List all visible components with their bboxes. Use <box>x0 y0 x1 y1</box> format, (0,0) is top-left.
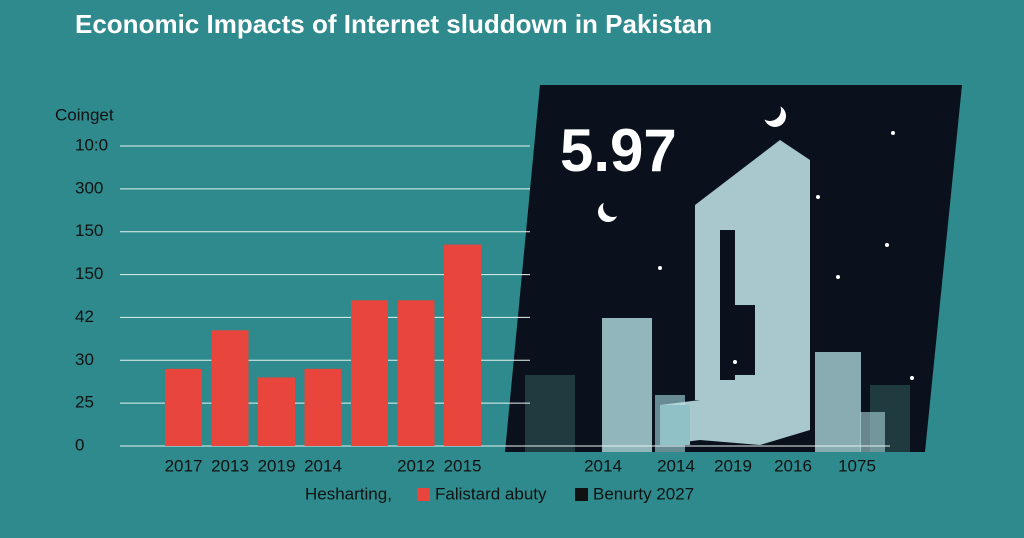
y-axis-title: Coinget <box>55 105 114 124</box>
chart-title: Economic Impacts of Internet sluddown in… <box>75 9 712 39</box>
panel-annotation: 5.97 <box>560 117 677 184</box>
panel-x-label: 2016 <box>774 456 812 475</box>
bar <box>304 368 342 446</box>
legend-label: Benurty 2027 <box>593 484 694 503</box>
y-tick-label: 30 <box>75 350 94 369</box>
bar <box>211 330 249 446</box>
panel-x-label: 2014 <box>657 456 695 475</box>
y-tick-label: 0 <box>75 435 84 454</box>
legend-label: Falistard abuty <box>435 484 547 503</box>
bar <box>165 368 202 446</box>
bar <box>351 300 388 446</box>
y-tick-label: 10:0 <box>75 135 108 154</box>
legend-title: Hesharting, <box>305 484 392 503</box>
panel: 5.97 <box>505 85 962 452</box>
x-tick-label: 2014 <box>304 456 342 475</box>
legend-swatch <box>417 488 430 501</box>
panel-x-label: 1075 <box>838 456 876 475</box>
bar <box>397 300 435 446</box>
y-tick-label: 42 <box>75 307 94 326</box>
y-tick-label: 300 <box>75 178 103 197</box>
panel-x-label: 2014 <box>584 456 622 475</box>
x-tick-label: 2017 <box>165 456 203 475</box>
x-tick-label: 2012 <box>397 456 435 475</box>
x-tick-label: 2015 <box>444 456 482 475</box>
y-tick-label: 150 <box>75 221 103 240</box>
legend-swatch <box>575 488 588 501</box>
x-tick-label: 2013 <box>211 456 249 475</box>
bar <box>444 244 481 446</box>
y-tick-label: 25 <box>75 393 94 412</box>
panel-x-label: 2019 <box>714 456 752 475</box>
x-tick-label: 2019 <box>258 456 296 475</box>
bar <box>258 377 295 446</box>
panel-illustration <box>525 99 914 452</box>
y-tick-label: 150 <box>75 264 103 283</box>
